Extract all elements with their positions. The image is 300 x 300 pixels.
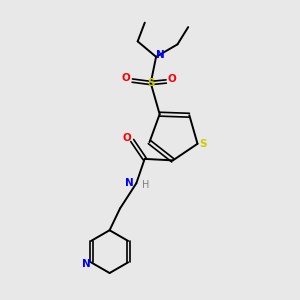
Text: O: O <box>168 74 176 84</box>
Text: S: S <box>199 139 207 149</box>
Text: H: H <box>142 180 149 190</box>
Text: S: S <box>147 78 154 88</box>
Text: N: N <box>156 50 165 60</box>
Text: O: O <box>122 133 131 142</box>
Text: N: N <box>125 178 134 188</box>
Text: N: N <box>82 259 90 269</box>
Text: O: O <box>122 73 131 83</box>
